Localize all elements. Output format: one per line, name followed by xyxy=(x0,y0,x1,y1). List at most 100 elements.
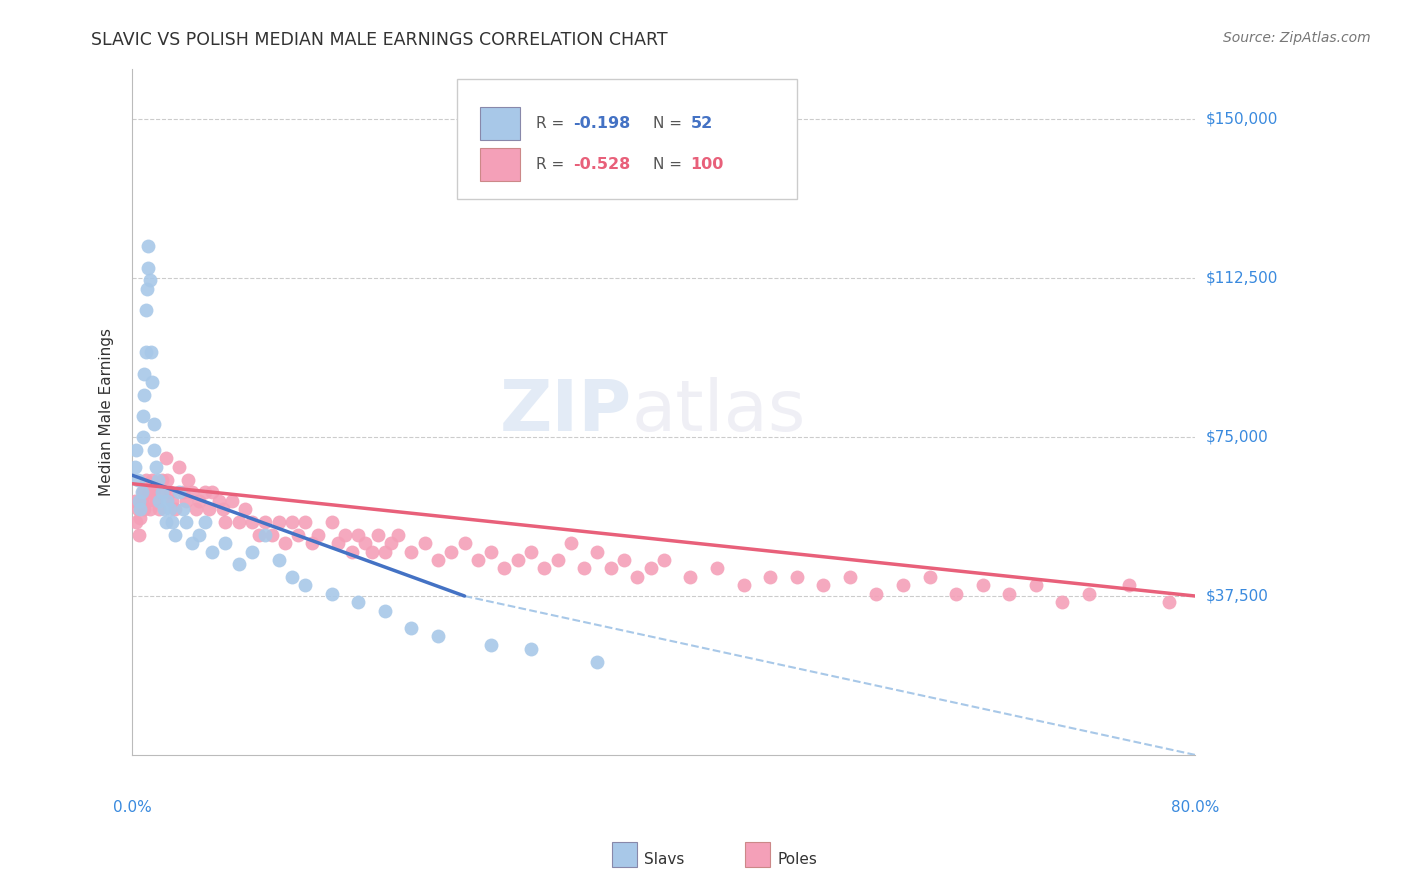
Point xyxy=(294,578,316,592)
Text: 52: 52 xyxy=(690,116,713,131)
Point xyxy=(1118,578,1140,592)
Text: Source: ZipAtlas.com: Source: ZipAtlas.com xyxy=(1223,31,1371,45)
Point xyxy=(214,515,236,529)
Point xyxy=(214,536,236,550)
Point xyxy=(159,485,181,500)
Point xyxy=(586,544,609,558)
Point xyxy=(141,375,163,389)
Point xyxy=(138,260,160,275)
Point xyxy=(177,473,200,487)
Text: $37,500: $37,500 xyxy=(1206,589,1268,604)
Point xyxy=(162,493,184,508)
Point xyxy=(141,473,163,487)
Point xyxy=(150,473,173,487)
Point xyxy=(132,409,155,423)
Text: R =: R = xyxy=(536,157,569,172)
Point xyxy=(247,527,270,541)
Point xyxy=(586,655,609,669)
Point xyxy=(127,502,149,516)
Point xyxy=(139,485,162,500)
Point xyxy=(132,485,155,500)
Y-axis label: Median Male Earnings: Median Male Earnings xyxy=(100,327,114,496)
Point xyxy=(186,502,208,516)
Text: atlas: atlas xyxy=(631,377,806,446)
Point xyxy=(201,544,224,558)
Point xyxy=(135,303,157,318)
Point xyxy=(640,561,662,575)
Point xyxy=(759,570,782,584)
Point xyxy=(211,502,233,516)
Point xyxy=(401,621,423,635)
Point xyxy=(786,570,808,584)
Text: $75,000: $75,000 xyxy=(1206,430,1268,444)
Point xyxy=(129,502,152,516)
Point xyxy=(626,570,648,584)
Point xyxy=(201,485,224,500)
Text: 100: 100 xyxy=(690,157,724,172)
Point xyxy=(267,515,290,529)
Point xyxy=(613,553,636,567)
Point xyxy=(321,515,343,529)
Point xyxy=(187,527,209,541)
Point xyxy=(998,587,1021,601)
Point xyxy=(138,485,160,500)
Text: N =: N = xyxy=(654,157,688,172)
Point xyxy=(1025,578,1047,592)
Point xyxy=(142,442,165,457)
Point xyxy=(159,502,181,516)
Point xyxy=(467,553,489,567)
Point xyxy=(148,493,170,508)
Point xyxy=(228,515,250,529)
Point xyxy=(354,536,377,550)
Point xyxy=(208,493,231,508)
Point xyxy=(163,502,186,516)
Point xyxy=(533,561,555,575)
Point xyxy=(254,515,277,529)
Point xyxy=(360,544,382,558)
Point xyxy=(599,561,621,575)
Point xyxy=(181,536,204,550)
Point xyxy=(281,515,304,529)
Text: Slavs: Slavs xyxy=(644,853,685,867)
Point xyxy=(146,473,169,487)
Point xyxy=(127,473,149,487)
Point xyxy=(281,570,304,584)
Point xyxy=(307,527,329,541)
Point xyxy=(321,587,343,601)
Point xyxy=(547,553,569,567)
Point xyxy=(156,493,179,508)
Point xyxy=(134,388,156,402)
Point xyxy=(125,515,148,529)
Point xyxy=(155,451,177,466)
Point xyxy=(135,345,157,359)
Point xyxy=(198,502,221,516)
Point xyxy=(1052,595,1074,609)
Point xyxy=(347,527,370,541)
Point xyxy=(153,502,176,516)
Point xyxy=(233,502,256,516)
Point xyxy=(221,493,243,508)
Point xyxy=(153,485,176,500)
Point xyxy=(706,561,728,575)
Point xyxy=(560,536,582,550)
Point xyxy=(479,544,502,558)
Point xyxy=(162,515,184,529)
Point xyxy=(301,536,323,550)
Point xyxy=(260,527,283,541)
Point xyxy=(453,536,475,550)
Point xyxy=(228,558,250,572)
Text: $112,500: $112,500 xyxy=(1206,271,1278,285)
Point xyxy=(138,273,160,287)
Text: -0.198: -0.198 xyxy=(574,116,631,131)
Text: Poles: Poles xyxy=(778,853,817,867)
Point xyxy=(131,485,153,500)
Point xyxy=(679,570,702,584)
Point xyxy=(494,561,516,575)
Point xyxy=(945,587,967,601)
Point xyxy=(733,578,755,592)
Bar xyxy=(479,148,520,181)
Point xyxy=(145,459,167,474)
Point xyxy=(128,527,150,541)
Point xyxy=(374,544,396,558)
Text: -0.528: -0.528 xyxy=(574,157,631,172)
